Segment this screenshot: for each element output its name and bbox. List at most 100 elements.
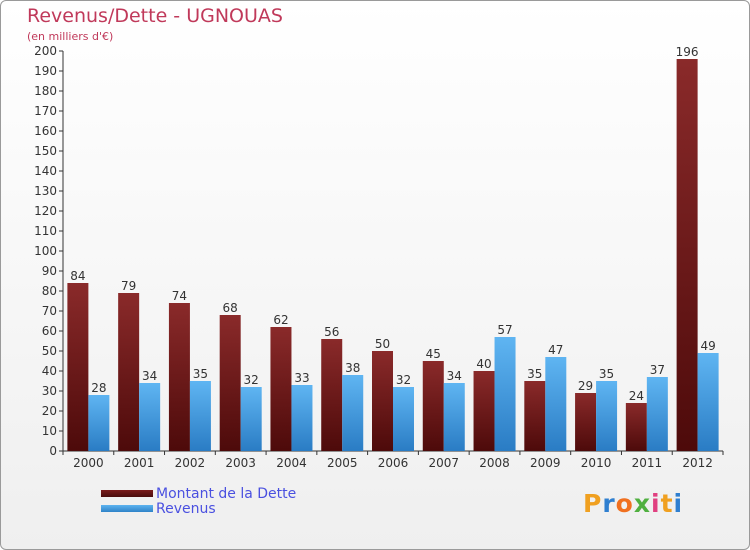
data-label: 68 [223,301,238,315]
bar-revenus [697,353,719,451]
y-tick-label: 60 [42,324,57,338]
x-tick-label: 2001 [124,456,155,470]
y-tick-label: 180 [34,84,57,98]
data-label: 49 [700,339,715,353]
legend-swatch-dette [101,490,153,497]
data-label: 56 [324,325,339,339]
bar-revenus [189,381,211,451]
y-tick-label: 50 [42,344,57,358]
logo-letter: i [673,489,684,518]
y-tick-label: 70 [42,304,57,318]
x-tick-label: 2009 [530,456,561,470]
bar-revenus [596,381,618,451]
bar-revenus [443,383,465,451]
bar-dette [219,315,241,451]
bar-dette [67,283,89,451]
data-label: 28 [91,381,106,395]
x-tick-label: 2004 [276,456,307,470]
bar-dette [372,351,393,451]
bar-dette [524,381,546,451]
data-label: 196 [676,45,699,59]
y-tick-label: 20 [42,404,57,418]
bar-dette [676,59,698,451]
y-tick-label: 100 [34,244,57,258]
x-tick-label: 2007 [428,456,459,470]
bar-dette [422,361,444,451]
bar-dette [118,293,140,451]
proxiti-logo: Proxiti [583,489,683,518]
bar-revenus [545,357,567,451]
y-tick-label: 10 [42,424,57,438]
logo-letter: P [583,489,603,518]
bar-dette [270,327,292,451]
y-tick-label: 170 [34,104,57,118]
y-tick-label: 160 [34,124,57,138]
x-tick-label: 2000 [73,456,104,470]
y-tick-label: 90 [42,264,57,278]
x-tick-label: 2006 [378,456,409,470]
y-tick-label: 30 [42,384,57,398]
x-tick-label: 2008 [479,456,510,470]
bar-revenus [342,375,364,451]
data-label: 35 [193,367,208,381]
logo-letter: r [602,489,616,518]
y-tick-label: 110 [34,224,57,238]
y-tick-label: 200 [34,44,57,58]
data-label: 29 [578,379,593,393]
y-tick-label: 0 [49,444,57,458]
bar-revenus [494,337,516,451]
chart-title: Revenus/Dette - UGNOUAS [27,5,283,27]
data-label: 32 [396,373,411,387]
bar-dette [321,339,343,451]
bar-dette [168,303,190,451]
bar-revenus [291,385,313,451]
y-tick-label: 40 [42,364,57,378]
bar-revenus [139,383,161,451]
data-label: 35 [527,367,542,381]
bar-dette [625,403,647,451]
logo-letter: i [651,489,661,518]
legend-label-dette: Montant de la Dette [156,486,297,502]
x-tick-label: 2002 [175,456,206,470]
y-tick-label: 120 [34,204,57,218]
bar-revenus [240,387,262,451]
data-label: 84 [70,269,85,283]
bar-revenus [88,395,110,451]
bar-dette [473,371,495,451]
x-tick-label: 2003 [225,456,256,470]
y-tick-label: 150 [34,144,57,158]
x-tick-label: 2005 [327,456,358,470]
data-label: 47 [548,343,563,357]
data-label: 35 [599,367,614,381]
legend-label-revenus: Revenus [156,501,216,517]
data-label: 37 [650,363,665,377]
x-tick-label: 2012 [682,456,713,470]
bar-dette [575,393,597,451]
data-label: 79 [121,279,136,293]
y-tick-label: 190 [34,64,57,78]
bar-chart: 0 10 20 30 40 50 60 70 80 90 100 110 120 130 140 150 160… [34,44,724,470]
bar-revenus [646,377,668,451]
data-label: 33 [294,371,309,385]
data-label: 74 [172,289,187,303]
data-label: 62 [273,313,288,327]
logo-letter: o [615,489,634,518]
chart-subtitle: (en milliers d'€) [27,30,114,43]
logo-letter: x [633,489,651,518]
y-tick-label: 80 [42,284,57,298]
y-tick-label: 140 [34,164,57,178]
data-label: 34 [447,369,462,383]
data-label: 32 [244,373,259,387]
data-label: 50 [375,337,390,351]
x-tick-label: 2010 [581,456,612,470]
legend-swatch-revenus [101,505,153,512]
data-label: 24 [629,389,644,403]
logo-letter: t [660,489,674,518]
data-label: 57 [497,323,512,337]
data-label: 34 [142,369,157,383]
bar-revenus [393,387,414,451]
data-label: 40 [476,357,491,371]
data-label: 38 [345,361,360,375]
data-label: 45 [426,347,441,361]
